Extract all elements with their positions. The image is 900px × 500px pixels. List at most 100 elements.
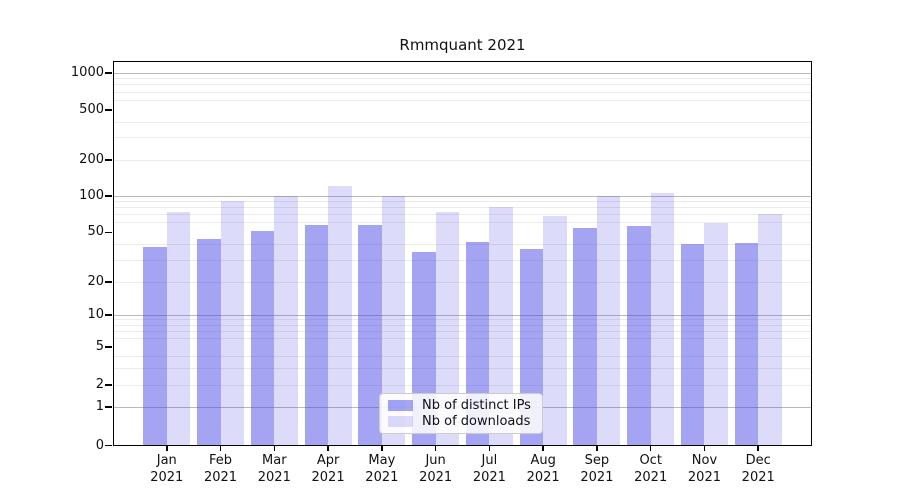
x-tick-mark-feb bbox=[219, 446, 222, 451]
legend: Nb of distinct IPs Nb of downloads bbox=[379, 393, 543, 434]
bar-downloads-sep bbox=[596, 196, 621, 446]
bar-distinct-ips-dec bbox=[734, 243, 759, 446]
y-tick-mark-20 bbox=[105, 281, 112, 283]
y-tick-label-500: 500 bbox=[79, 102, 104, 117]
bar-downloads-mar bbox=[274, 196, 298, 446]
legend-item-distinct-ips: Nb of distinct IPs bbox=[388, 398, 534, 413]
y-tick-mark-2 bbox=[105, 384, 112, 386]
x-tick-mark-may bbox=[381, 446, 383, 451]
bar-downloads-nov bbox=[704, 222, 728, 446]
bar-distinct-ips-feb bbox=[197, 239, 221, 446]
y-tick-label-100: 100 bbox=[79, 188, 104, 203]
x-tick-label-aug: Aug 2021 bbox=[526, 453, 560, 485]
y-tick-label-1000: 1000 bbox=[70, 65, 104, 80]
x-tick-label-jun: Jun 2021 bbox=[419, 453, 453, 485]
bar-distinct-ips-may bbox=[358, 225, 382, 446]
gridline-major-100 bbox=[113, 195, 812, 197]
bar-distinct-ips-nov bbox=[680, 244, 705, 446]
gridline-minor-4 bbox=[113, 355, 812, 357]
legend-swatch-downloads bbox=[388, 415, 413, 427]
gridline-major-10 bbox=[113, 314, 812, 316]
bar-distinct-ips-sep bbox=[573, 228, 597, 446]
bar-distinct-ips-jan bbox=[143, 247, 167, 446]
y-tick-mark-1000 bbox=[105, 72, 112, 74]
y-tick-label-200: 200 bbox=[79, 152, 104, 167]
x-tick-mark-jul bbox=[488, 446, 491, 451]
x-tick-label-apr: Apr 2021 bbox=[311, 453, 345, 485]
bar-downloads-feb bbox=[220, 200, 245, 446]
x-tick-label-mar: Mar 2021 bbox=[257, 453, 291, 485]
gridline-minor-400 bbox=[113, 121, 812, 123]
chart-title: Rmmquant 2021 bbox=[399, 36, 526, 54]
gridline-minor-30 bbox=[113, 259, 812, 261]
y-tick-mark-500 bbox=[105, 109, 112, 111]
bar-downloads-jun bbox=[435, 211, 460, 446]
x-tick-mark-nov bbox=[703, 446, 706, 451]
y-tick-mark-5 bbox=[105, 346, 112, 348]
x-tick-label-feb: Feb 2021 bbox=[203, 453, 238, 485]
gridline-minor-7 bbox=[113, 330, 812, 332]
bar-downloads-jul bbox=[489, 207, 513, 446]
x-tick-mark-aug bbox=[542, 446, 544, 451]
x-tick-label-dec: Dec 2021 bbox=[741, 453, 775, 485]
gridline-minor-600 bbox=[113, 99, 812, 101]
y-tick-label-2: 2 bbox=[95, 377, 104, 392]
x-tick-label-sep: Sep 2021 bbox=[580, 453, 614, 485]
gridline-minor-80 bbox=[113, 207, 812, 209]
y-tick-mark-1 bbox=[105, 406, 112, 408]
gridline-minor-60 bbox=[113, 222, 812, 224]
bar-distinct-ips-mar bbox=[250, 231, 275, 446]
gridline-minor-9 bbox=[113, 319, 812, 321]
x-tick-mark-mar bbox=[273, 446, 276, 451]
bar-distinct-ips-oct bbox=[627, 226, 651, 446]
y-tick-label-1: 1 bbox=[95, 399, 104, 414]
x-tick-label-jul: Jul 2021 bbox=[472, 453, 506, 485]
gridline-minor-3 bbox=[113, 367, 812, 369]
bar-downloads-aug bbox=[543, 216, 567, 446]
gridline-minor-800 bbox=[113, 84, 812, 86]
gridline-minor-70 bbox=[113, 214, 812, 216]
legend-swatch-distinct-ips bbox=[388, 400, 413, 412]
legend-label-distinct-ips: Nb of distinct IPs bbox=[422, 398, 531, 414]
x-tick-label-jan: Jan 2021 bbox=[150, 453, 184, 485]
x-tick-label-nov: Nov 2021 bbox=[687, 453, 721, 485]
bar-distinct-ips-apr bbox=[304, 225, 329, 446]
y-tick-label-0: 0 bbox=[95, 437, 104, 453]
y-tick-label-50: 50 bbox=[87, 224, 104, 240]
x-tick-mark-jun bbox=[434, 446, 437, 451]
y-tick-label-20: 20 bbox=[87, 274, 104, 289]
gridline-minor-6 bbox=[113, 338, 812, 340]
legend-item-downloads: Nb of downloads bbox=[388, 414, 534, 429]
x-tick-mark-oct bbox=[649, 446, 652, 451]
y-tick-mark-100 bbox=[105, 195, 112, 197]
plot-area bbox=[113, 61, 812, 446]
gridline-minor-2 bbox=[113, 384, 812, 386]
x-tick-label-may: May 2021 bbox=[365, 453, 399, 485]
y-tick-mark-10 bbox=[105, 314, 112, 316]
gridline-minor-90 bbox=[113, 201, 812, 203]
bar-downloads-may bbox=[381, 196, 406, 446]
bar-downloads-oct bbox=[650, 192, 675, 446]
x-tick-mark-jan bbox=[166, 446, 168, 451]
legend-label-downloads: Nb of downloads bbox=[422, 413, 531, 429]
bar-downloads-jan bbox=[166, 212, 191, 446]
bar-downloads-dec bbox=[758, 213, 782, 446]
bar-downloads-apr bbox=[328, 185, 352, 446]
y-tick-label-5: 5 bbox=[95, 339, 104, 354]
gridline-minor-700 bbox=[113, 91, 812, 93]
x-tick-mark-sep bbox=[596, 446, 598, 451]
gridline-minor-8 bbox=[113, 324, 812, 326]
gridline-major-1000 bbox=[113, 72, 812, 74]
x-tick-mark-dec bbox=[757, 446, 759, 451]
gridline-minor-900 bbox=[113, 78, 812, 80]
gridline-minor-20 bbox=[113, 281, 812, 283]
gridline-minor-40 bbox=[113, 243, 812, 245]
x-tick-label-oct: Oct 2021 bbox=[634, 453, 668, 485]
gridline-minor-200 bbox=[113, 159, 812, 161]
y-tick-mark-50 bbox=[105, 231, 112, 234]
gridline-minor-300 bbox=[113, 137, 812, 139]
x-tick-mark-apr bbox=[327, 446, 329, 451]
y-tick-label-10: 10 bbox=[87, 307, 104, 322]
y-tick-mark-0 bbox=[105, 444, 112, 447]
